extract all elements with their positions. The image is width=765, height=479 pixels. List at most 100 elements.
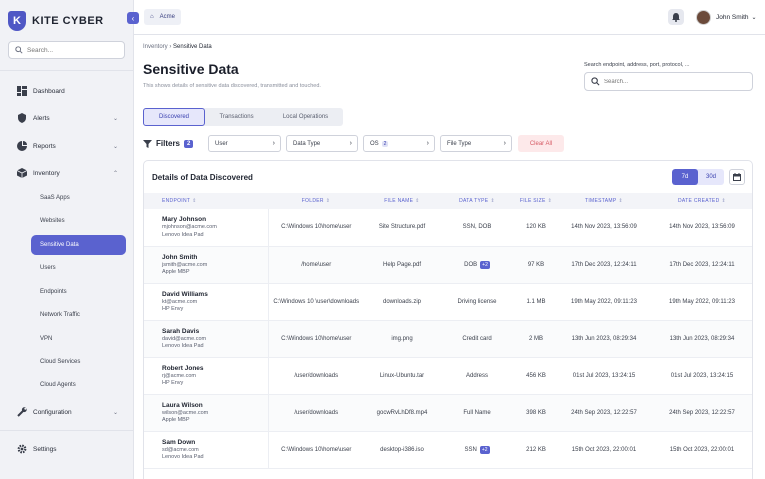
nav-reports[interactable]: Reports ⌄: [0, 138, 134, 154]
endpoint-search-input[interactable]: [604, 78, 744, 85]
breadcrumb-inventory[interactable]: Inventory: [143, 44, 168, 50]
topbar: ⌂ Acme John Smith ⌄: [134, 0, 765, 35]
sidebar-item-cloud-agents[interactable]: Cloud Agents: [40, 382, 76, 388]
endpoint-cell: David Williams kt@acme.com HP Envy: [144, 283, 269, 320]
table-row[interactable]: Robert Jones rj@acme.com HP Envy/user/down…: [144, 357, 752, 394]
org-name: Acme: [159, 14, 175, 20]
folder-cell: /home\user: [301, 261, 332, 268]
folder-cell: /user/downloads: [294, 372, 339, 379]
column-header[interactable]: TIMESTAMP ⇕: [585, 198, 623, 204]
wrench-icon: [17, 407, 27, 417]
endpoint-device: Lenovo Idea Pad: [162, 343, 204, 349]
os-count-badge: 2: [381, 140, 389, 147]
notifications-button[interactable]: [668, 9, 684, 25]
sidebar: K KITE CYBER Dashboard Alerts ⌄ Reports …: [0, 0, 134, 479]
sidebar-search-input[interactable]: [27, 46, 117, 54]
file-type-filter-dropdown[interactable]: File Type ›: [440, 135, 512, 152]
column-header[interactable]: FOLDER ⇕: [301, 198, 331, 204]
range-7d-button[interactable]: 7d: [672, 169, 698, 185]
sort-icon[interactable]: ⇕: [547, 198, 553, 204]
sort-icon[interactable]: ⇕: [325, 198, 331, 204]
sidebar-item-users[interactable]: Users: [40, 265, 56, 271]
table-row[interactable]: John Smith jsmith@acme.com Apple MBP/home\…: [144, 246, 752, 283]
table-row[interactable]: David Williams kt@acme.com HP Envy C:\Windo…: [144, 283, 752, 320]
filters-label[interactable]: Filters 2: [143, 139, 194, 148]
brand-name: KITE CYBER: [32, 15, 104, 27]
sidebar-item-network-traffic[interactable]: Network Traffic: [40, 312, 80, 318]
data-type-filter-dropdown[interactable]: Data Type ›: [286, 135, 358, 152]
user-filter-dropdown[interactable]: User ›: [208, 135, 281, 152]
nav-settings[interactable]: Settings: [0, 441, 134, 457]
brand[interactable]: K KITE CYBER: [8, 10, 104, 32]
table-header-row: ENDPOINT ⇕ FOLDER ⇕ FILE NAME ⇕ DATA TYPE ⇕ …: [144, 193, 752, 209]
tab-transactions[interactable]: Transactions: [219, 114, 254, 120]
file-name-cell: img.png: [391, 335, 413, 342]
file-size-cell: 1.1 MB: [526, 298, 546, 305]
table-row[interactable]: Laura Wilson wilson@acme.com Apple MBP/use…: [144, 394, 752, 431]
filters-count-badge: 2: [184, 139, 194, 148]
sidebar-item-websites[interactable]: Websites: [40, 218, 65, 224]
folder-cell: C:\Windows 10\home\user: [281, 446, 352, 453]
sidebar-search[interactable]: [8, 41, 125, 59]
endpoint-device: HP Envy: [162, 380, 184, 386]
tab-local-operations[interactable]: Local Operations: [282, 114, 329, 120]
data-type-text: Address: [465, 372, 488, 379]
table-row[interactable]: Sam Down sd@acme.com Lenovo Idea Pad C:\Win…: [144, 431, 752, 468]
more-types-badge[interactable]: +2: [479, 445, 490, 454]
sort-icon[interactable]: ⇕: [721, 198, 726, 204]
column-header[interactable]: DATE CREATED ⇕: [678, 198, 726, 204]
sort-icon[interactable]: ⇕: [618, 198, 623, 204]
endpoint-email: mjohnson@acme.com: [162, 224, 217, 231]
filters-bar: Filters 2: [143, 135, 194, 152]
endpoint-device: Lenovo Idea Pad: [162, 454, 204, 460]
table-row[interactable]: Mary Johnson mjohnson@acme.com Lenovo Idea…: [144, 209, 752, 246]
sort-icon[interactable]: ⇕: [490, 198, 495, 204]
collapse-sidebar-button[interactable]: ‹: [127, 12, 139, 24]
org-switcher[interactable]: ⌂ Acme: [144, 9, 181, 25]
column-header[interactable]: DATA TYPE ⇕: [459, 198, 495, 204]
sort-icon[interactable]: ⇕: [415, 198, 420, 204]
sidebar-item-saas-apps[interactable]: SaaS Apps: [40, 195, 70, 201]
file-size-cell: 97 KB: [527, 261, 545, 268]
tab-discovered[interactable]: Discovered: [143, 108, 205, 126]
sort-icon[interactable]: ⇕: [192, 198, 197, 204]
calendar-button[interactable]: [729, 169, 745, 185]
data-type-text: Driving license: [457, 298, 497, 305]
nav-inventory[interactable]: Inventory ⌃: [0, 165, 134, 181]
endpoint-search[interactable]: [584, 72, 753, 91]
timestamp-cell: 15th Oct 2023, 22:00:01: [571, 446, 637, 453]
data-type-text: Full Name: [463, 409, 491, 416]
file-name-cell: Site Structure.pdf: [378, 224, 426, 231]
more-types-badge[interactable]: +2: [480, 260, 490, 269]
sidebar-item-sensitive-data[interactable]: Sensitive Data: [31, 235, 126, 255]
nav-configuration[interactable]: Configuration ⌄: [0, 404, 134, 420]
chevron-right-icon: ›: [349, 140, 352, 147]
chevron-up-icon: ⌃: [112, 170, 118, 177]
column-header[interactable]: FILE SIZE ⇕: [519, 198, 553, 204]
column-header[interactable]: FILE NAME ⇕: [384, 198, 420, 204]
nav-dashboard[interactable]: Dashboard: [0, 83, 134, 99]
calendar-icon: [733, 173, 741, 181]
breadcrumb-current: Sensitive Data: [173, 44, 212, 50]
sidebar-item-endpoints[interactable]: Endpoints: [40, 289, 67, 295]
date-created-cell: 13th Jun 2023, 08:29:34: [669, 335, 735, 342]
column-header[interactable]: ENDPOINT ⇕: [162, 198, 197, 204]
shield-icon: [17, 113, 27, 123]
range-30d-button[interactable]: 30d: [705, 174, 716, 180]
clear-all-button[interactable]: Clear All: [518, 135, 564, 152]
chevron-right-icon: ›: [503, 140, 506, 147]
filters-text: Filters: [156, 139, 181, 148]
folder-cell: C:\Windows 10\home\user: [281, 224, 352, 231]
sidebar-item-cloud-services[interactable]: Cloud Services: [40, 359, 81, 365]
os-filter-dropdown[interactable]: OS 2 ›: [363, 135, 435, 152]
endpoint-name: Sarah Davis: [162, 327, 200, 335]
data-type-cell: DOB +2: [440, 246, 514, 283]
table-row[interactable]: Sarah Davis david@acme.com Lenovo Idea Pad…: [144, 320, 752, 357]
data-type-cell: Driving license: [440, 283, 514, 320]
timestamp-cell: 17th Dec 2023, 12:24:11: [571, 261, 637, 268]
data-type-cell: Credit card: [440, 320, 514, 357]
sidebar-item-vpn[interactable]: VPN: [40, 336, 53, 342]
nav-alerts[interactable]: Alerts ⌄: [0, 110, 134, 126]
user-menu[interactable]: John Smith ⌄: [696, 9, 757, 25]
timestamp-cell: 01st Jul 2023, 13:24:15: [572, 372, 636, 379]
